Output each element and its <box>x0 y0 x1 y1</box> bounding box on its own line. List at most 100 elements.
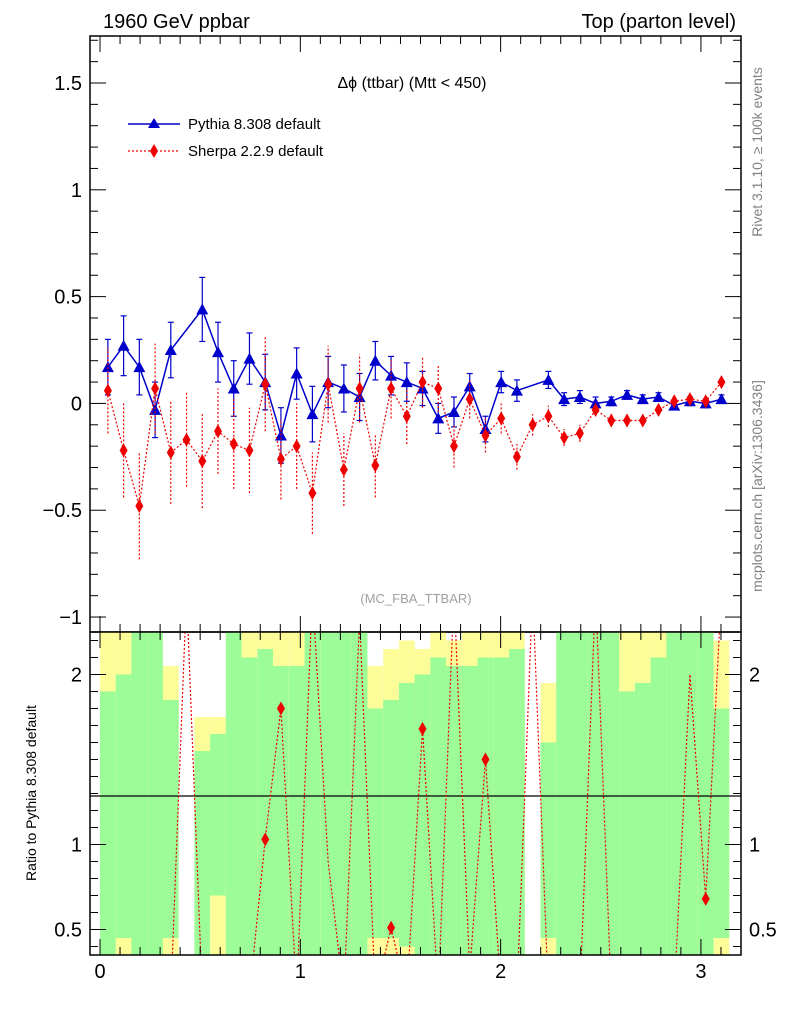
sherpa-line <box>107 381 722 507</box>
ratio-y-tick-label: 2 <box>71 665 82 687</box>
pythia-marker <box>385 369 398 381</box>
y-tick-label: −1 <box>59 607 82 629</box>
ratio-panel: 0.5 0.5 1 1 2 2 0 1 2 3 Ratio to Pythia 8.308 de… <box>23 631 777 983</box>
ratio-inner-band <box>603 632 620 955</box>
sherpa-marker <box>103 383 112 398</box>
pythia-marker <box>243 352 256 364</box>
ratio-inner-band <box>288 666 305 955</box>
pythia-line <box>107 307 722 439</box>
rivet-version-label: Rivet 3.1.10, ≥ 100k events <box>749 67 765 237</box>
sherpa-marker <box>512 449 521 464</box>
ratio-y-tick-label: 0.5 <box>749 920 777 942</box>
pythia-marker <box>337 382 350 394</box>
legend: Pythia 8.308 default Sherpa 2.2.9 defaul… <box>128 116 324 160</box>
sherpa-series <box>103 337 726 560</box>
y-tick-label: 1.5 <box>54 73 82 95</box>
sherpa-marker <box>402 409 411 424</box>
ratio-inner-band <box>304 632 321 955</box>
ratio-axis-ticks <box>90 632 741 955</box>
main-watermark: (MC_FBA_TTBAR) <box>360 591 471 606</box>
ratio-inner-band <box>273 666 289 955</box>
sherpa-marker <box>638 413 647 428</box>
y-tick-label: 0.5 <box>54 287 82 309</box>
sherpa-marker <box>481 428 490 443</box>
main-plot-title: Δϕ (ttbar) (Mtt < 450) <box>337 75 486 92</box>
sherpa-marker <box>324 377 333 392</box>
ratio-inner-band <box>509 649 525 955</box>
sherpa-marker <box>355 381 364 396</box>
ratio-inner-band <box>697 632 714 955</box>
sherpa-marker <box>387 381 396 396</box>
ratio-inner-band <box>210 734 226 896</box>
pythia-marker <box>133 361 146 373</box>
sherpa-marker <box>292 439 301 454</box>
ratio-y-tick-label: 2 <box>749 665 760 687</box>
ratio-series-layer <box>107 632 720 955</box>
legend-sherpa-marker <box>150 144 158 158</box>
ratio-inner-band <box>713 708 730 938</box>
ratio-inner-band <box>162 700 179 938</box>
x-tick-label: 0 <box>94 961 105 983</box>
sherpa-marker <box>119 443 128 458</box>
pythia-marker <box>510 384 523 396</box>
sherpa-marker <box>670 394 679 409</box>
sherpa-marker <box>449 439 458 454</box>
pythia-marker <box>636 393 649 405</box>
pythia-marker <box>447 405 460 417</box>
sherpa-ratio-marker <box>701 891 710 906</box>
pythia-marker <box>369 354 382 366</box>
ratio-inner-band <box>571 632 588 955</box>
ratio-inner-band <box>414 674 431 955</box>
pythia-marker <box>164 344 177 356</box>
sherpa-marker <box>166 445 175 460</box>
legend-pythia-marker <box>148 118 160 128</box>
ratio-inner-band <box>194 751 211 955</box>
ratio-inner-band <box>461 666 478 955</box>
sherpa-marker <box>497 411 506 426</box>
ratio-y-axis-label: Ratio to Pythia 8.308 default <box>23 705 39 881</box>
ratio-inner-band <box>446 666 462 955</box>
pythia-marker <box>542 373 555 385</box>
ratio-y-tick-labels: 0.5 0.5 1 1 2 2 <box>54 665 777 942</box>
ratio-inner-band <box>650 657 667 955</box>
sherpa-marker <box>371 458 380 473</box>
sherpa-marker <box>544 409 553 424</box>
pythia-marker <box>117 339 130 351</box>
sherpa-marker <box>434 381 443 396</box>
sherpa-marker <box>701 394 710 409</box>
sherpa-marker <box>182 432 191 447</box>
ratio-y-tick-label: 1 <box>71 835 82 857</box>
ratio-y-tick-label: 1 <box>749 835 760 857</box>
pythia-marker <box>652 391 665 403</box>
sherpa-marker <box>528 417 537 432</box>
ratio-inner-band <box>320 632 336 955</box>
sherpa-marker <box>213 424 222 439</box>
legend-pythia-label: Pythia 8.308 default <box>188 116 321 133</box>
pythia-marker <box>573 391 586 403</box>
ratio-inner-band <box>115 674 132 938</box>
sherpa-ratio-marker <box>276 701 285 716</box>
ratio-inner-band <box>367 708 384 938</box>
legend-sherpa-label: Sherpa 2.2.9 default <box>188 143 324 160</box>
pythia-marker <box>432 412 445 424</box>
pythia-marker <box>400 376 413 388</box>
y-tick-label: −0.5 <box>43 500 82 522</box>
pythia-marker <box>227 382 240 394</box>
pythia-marker <box>306 408 319 420</box>
pythia-marker <box>290 367 303 379</box>
sherpa-marker <box>717 375 726 390</box>
header-right-title: Top (parton level) <box>581 11 736 33</box>
sherpa-marker <box>418 375 427 390</box>
sherpa-marker <box>465 392 474 407</box>
pythia-marker <box>196 303 209 315</box>
main-series-layer <box>101 276 728 560</box>
pythia-series <box>101 276 728 464</box>
ratio-inner-band <box>430 657 447 955</box>
sherpa-marker <box>198 454 207 469</box>
sherpa-marker <box>339 462 348 477</box>
pythia-marker <box>495 376 508 388</box>
sherpa-marker <box>261 377 270 392</box>
pythia-marker <box>558 393 571 405</box>
ratio-inner-band <box>493 657 510 955</box>
x-tick-label: 3 <box>695 961 706 983</box>
